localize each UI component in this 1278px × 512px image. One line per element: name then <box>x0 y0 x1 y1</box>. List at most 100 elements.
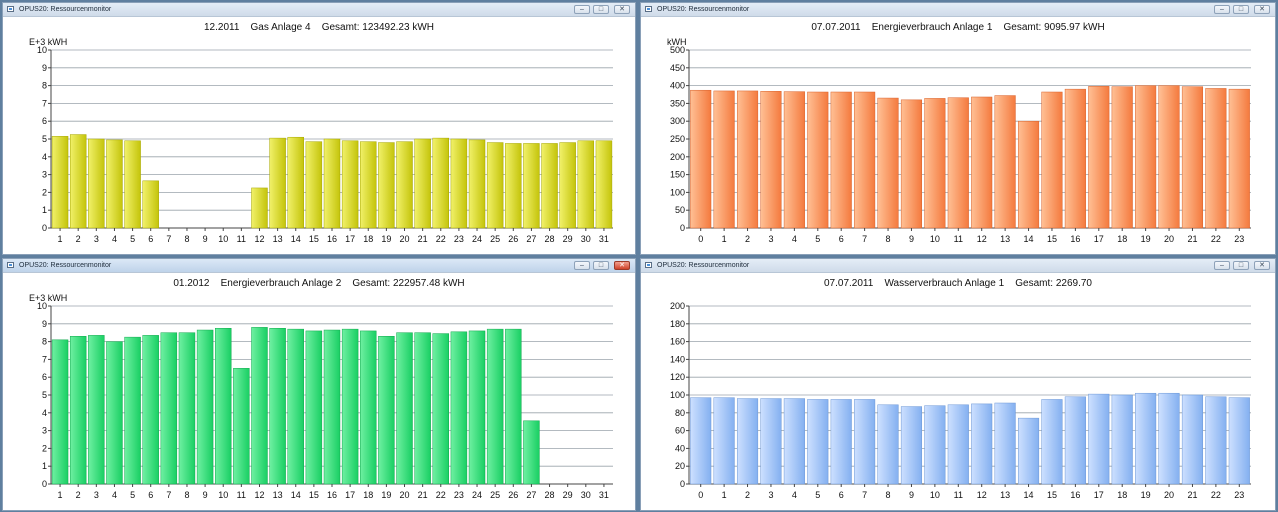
minimize-button[interactable]: – <box>1214 261 1230 270</box>
x-tick-label: 18 <box>1117 234 1127 244</box>
x-tick-label: 18 <box>363 490 373 500</box>
chart-header: 07.07.2011 Energieverbrauch Anlage 1 Ges… <box>641 22 1275 33</box>
window-titlebar[interactable]: OPUS20: Ressourcenmonitor – □ ✕ <box>641 259 1275 273</box>
bar <box>947 404 969 485</box>
close-button[interactable]: ✕ <box>1254 5 1270 14</box>
maximize-button[interactable]: □ <box>1233 5 1249 14</box>
close-button[interactable]: ✕ <box>614 261 630 270</box>
bar <box>69 134 87 229</box>
x-tick-label: 3 <box>94 490 99 500</box>
y-tick-label: 150 <box>670 170 685 180</box>
x-tick-label: 20 <box>1164 490 1174 500</box>
x-tick-label: 23 <box>1234 490 1244 500</box>
y-tick-label: 0 <box>42 479 47 489</box>
chart-header: 01.2012 Energieverbrauch Anlage 2 Gesamt… <box>3 278 635 289</box>
x-tick-label: 31 <box>599 234 609 244</box>
bar <box>233 368 250 485</box>
x-tick-label: 19 <box>381 234 391 244</box>
window-titlebar[interactable]: OPUS20: Ressourcenmonitor – □ ✕ <box>641 3 1275 17</box>
close-button[interactable]: ✕ <box>1254 261 1270 270</box>
bar <box>341 328 359 485</box>
x-tick-label: 19 <box>1141 234 1151 244</box>
x-tick-label: 27 <box>526 234 536 244</box>
bar <box>760 398 782 485</box>
y-tick-label: 8 <box>42 81 47 91</box>
x-tick-label: 23 <box>454 490 464 500</box>
window-energieverbrauch-anlage-1[interactable]: OPUS20: Ressourcenmonitor – □ ✕ 07.07.20… <box>640 2 1276 255</box>
maximize-button[interactable]: □ <box>593 5 609 14</box>
y-tick-label: 4 <box>42 152 47 162</box>
window-wasserverbrauch-anlage-1[interactable]: OPUS20: Ressourcenmonitor – □ ✕ 07.07.20… <box>640 258 1276 511</box>
bar <box>414 138 431 229</box>
y-axis-label: E+3 kWH <box>29 293 67 303</box>
bar <box>783 91 805 229</box>
x-tick-label: 4 <box>112 490 117 500</box>
x-tick-label: 21 <box>418 234 428 244</box>
app-icon <box>645 262 652 268</box>
y-tick-label: 20 <box>675 461 685 471</box>
window-energieverbrauch-anlage-2[interactable]: OPUS20: Ressourcenmonitor – □ ✕ 01.2012 … <box>2 258 636 511</box>
minimize-button[interactable]: – <box>574 5 590 14</box>
bar <box>1064 396 1086 485</box>
header-total: Gesamt: 222957.48 kWH <box>352 278 465 289</box>
bar <box>760 91 782 229</box>
y-tick-label: 200 <box>670 152 685 162</box>
x-tick-label: 6 <box>839 234 844 244</box>
x-tick-label: 4 <box>792 490 797 500</box>
bar <box>1088 393 1110 485</box>
x-tick-label: 18 <box>363 234 373 244</box>
y-tick-label: 40 <box>675 443 685 453</box>
x-tick-label: 15 <box>309 234 319 244</box>
x-tick-label: 2 <box>745 234 750 244</box>
x-tick-label: 8 <box>886 234 891 244</box>
minimize-button[interactable]: – <box>1214 5 1230 14</box>
minimize-button[interactable]: – <box>574 261 590 270</box>
bar <box>486 142 504 229</box>
y-tick-label: 7 <box>42 354 47 364</box>
close-button[interactable]: ✕ <box>614 5 630 14</box>
window-gas-anlage-4[interactable]: OPUS20: Ressourcenmonitor – □ ✕ 12.2011 … <box>2 2 636 255</box>
y-tick-label: 10 <box>37 45 47 55</box>
x-tick-label: 6 <box>148 490 153 500</box>
x-tick-label: 12 <box>254 234 264 244</box>
maximize-button[interactable]: □ <box>1233 261 1249 270</box>
x-tick-label: 5 <box>815 234 820 244</box>
bar <box>432 137 450 229</box>
x-tick-label: 0 <box>698 234 703 244</box>
y-tick-label: 8 <box>42 337 47 347</box>
bar <box>900 99 923 229</box>
bar <box>854 91 876 229</box>
x-tick-label: 5 <box>130 234 135 244</box>
bar <box>251 187 268 229</box>
x-tick-label: 10 <box>218 234 228 244</box>
x-tick-label: 25 <box>490 234 500 244</box>
x-tick-label: 13 <box>1000 490 1010 500</box>
y-tick-label: 100 <box>670 187 685 197</box>
x-tick-label: 30 <box>581 490 591 500</box>
x-tick-label: 26 <box>508 490 518 500</box>
window-titlebar[interactable]: OPUS20: Ressourcenmonitor – □ ✕ <box>3 3 635 17</box>
maximize-button[interactable]: □ <box>593 261 609 270</box>
y-tick-label: 9 <box>42 319 47 329</box>
chart-panel: 07.07.2011 Wasserverbrauch Anlage 1 Gesa… <box>641 273 1275 510</box>
x-tick-label: 8 <box>184 490 189 500</box>
x-tick-label: 3 <box>94 234 99 244</box>
bar <box>341 140 359 229</box>
x-tick-label: 0 <box>698 490 703 500</box>
bar <box>160 332 178 485</box>
header-period: 07.07.2011 <box>824 278 874 289</box>
bar <box>396 332 413 485</box>
x-tick-label: 10 <box>930 234 940 244</box>
app-icon <box>7 6 14 12</box>
bar <box>378 336 395 485</box>
x-tick-label: 7 <box>166 490 171 500</box>
bar <box>523 143 540 229</box>
x-tick-label: 22 <box>1211 490 1221 500</box>
bar <box>1111 86 1133 229</box>
x-tick-label: 4 <box>792 234 797 244</box>
window-titlebar[interactable]: OPUS20: Ressourcenmonitor – □ ✕ <box>3 259 635 273</box>
y-tick-label: 400 <box>670 81 685 91</box>
x-tick-label: 22 <box>436 490 446 500</box>
